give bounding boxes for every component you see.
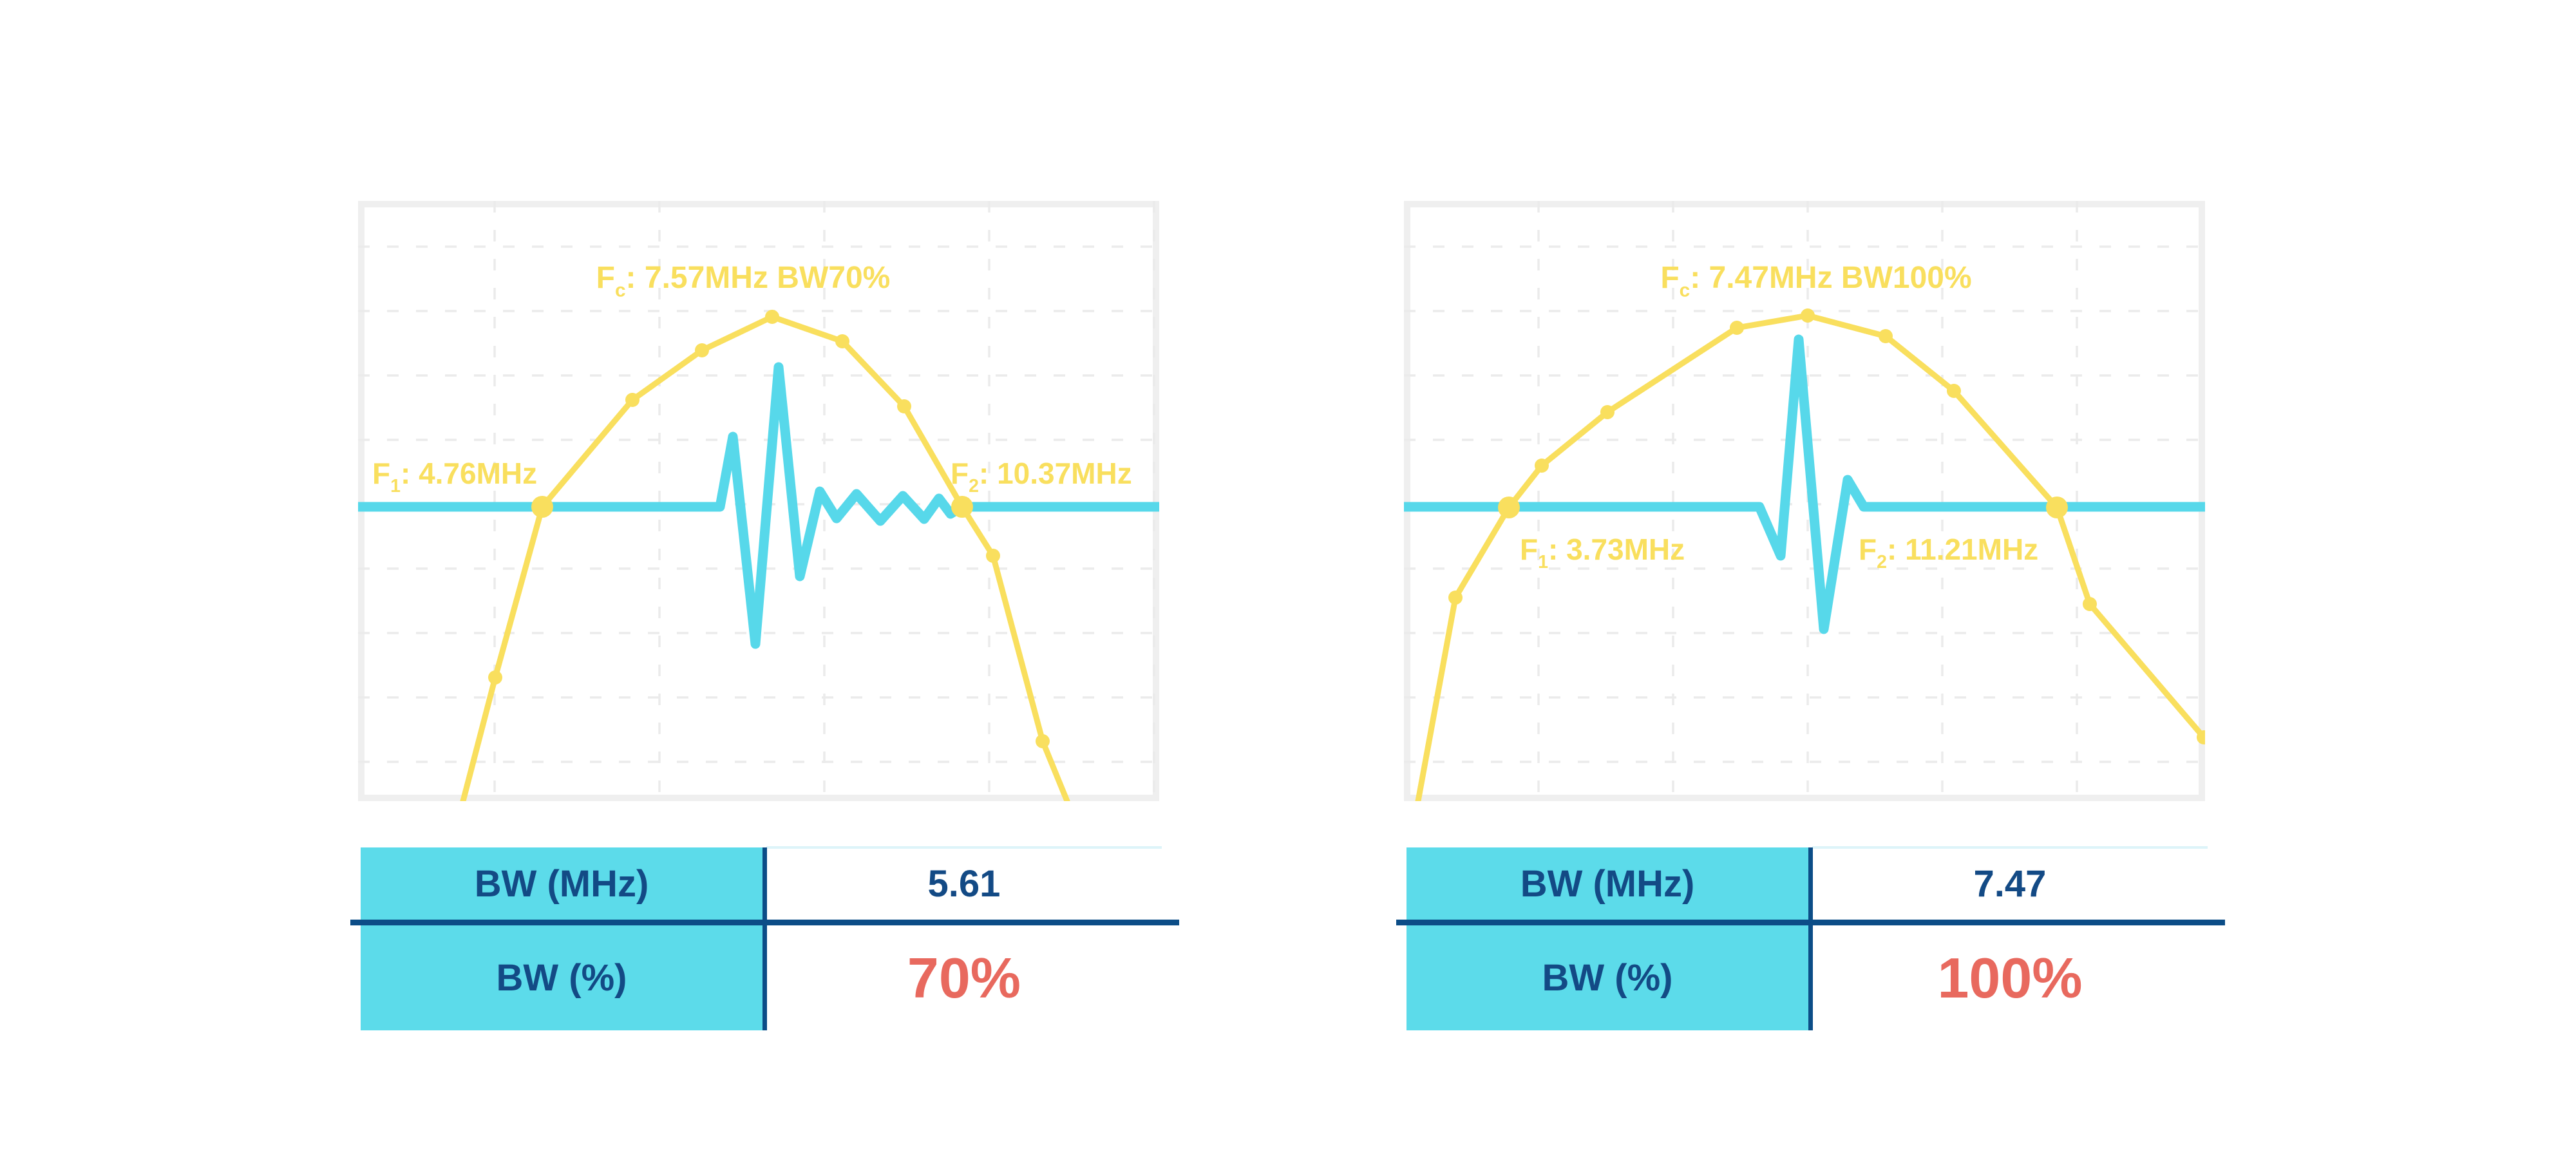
- fc-annotation-f: F: [1660, 261, 1680, 295]
- chart-panel-right: Fc: 7.47MHz BW100% F1: 3.73MHz F2: 11.21…: [1404, 201, 2205, 801]
- table-column-divider: [1808, 847, 1813, 1030]
- fc-annotation-rest: : 7.47MHz BW100%: [1690, 261, 1972, 295]
- fc-annotation-rest: : 7.57MHz BW70%: [625, 261, 891, 295]
- bw-table-right: BW (MHz) 7.47 BW (%) 100%: [1396, 841, 2227, 1034]
- chart-canvas-left: [358, 201, 1159, 801]
- f1-label: F1: 3.73MHz: [1520, 532, 1685, 571]
- f2-label-sub: 2: [1877, 551, 1887, 572]
- bw-pct-value: 100%: [1937, 945, 2083, 1010]
- fc-annotation-sub: c: [615, 279, 626, 301]
- bw-mhz-value: 5.61: [927, 862, 1001, 905]
- f2-label-sub: 2: [969, 475, 979, 497]
- table-row-divider: [350, 920, 1179, 925]
- bw-table-left: BW (MHz) 5.61 BW (%) 70%: [350, 841, 1181, 1034]
- fc-annotation-f: F: [596, 261, 615, 295]
- f1-label-rest: : 4.76MHz: [400, 457, 538, 490]
- f1-label-f: F: [372, 457, 391, 490]
- f2-label-f: F: [951, 457, 969, 490]
- table-row-divider: [1396, 920, 2225, 925]
- table-top-line: [766, 846, 1162, 849]
- bw-pct-label: BW (%): [1542, 957, 1673, 999]
- fc-annotation: Fc: 7.47MHz BW100%: [1416, 260, 2217, 300]
- chart-panel-left: Fc: 7.57MHz BW70% F1: 4.76MHz F2: 10.37M…: [358, 201, 1159, 801]
- f1-label-sub: 1: [1538, 551, 1548, 572]
- bw-pct-value: 70%: [907, 945, 1021, 1010]
- bw-mhz-label: BW (MHz): [474, 862, 649, 905]
- table-header-column: [361, 847, 762, 1030]
- bw-mhz-value: 7.47: [1973, 862, 2047, 905]
- table-column-divider: [762, 847, 767, 1030]
- bw-mhz-label: BW (MHz): [1520, 862, 1695, 905]
- f2-label-rest: : 11.21MHz: [1886, 533, 2039, 566]
- table-header-column: [1406, 847, 1808, 1030]
- chart-canvas-right: [1404, 201, 2205, 801]
- f2-label-f: F: [1859, 533, 1877, 566]
- fc-annotation: Fc: 7.57MHz BW70%: [343, 260, 1144, 300]
- f1-label: F1: 4.76MHz: [372, 456, 538, 495]
- f2-label: F2: 10.37MHz: [951, 456, 1132, 495]
- fc-annotation-sub: c: [1679, 279, 1690, 301]
- f1-label-f: F: [1520, 533, 1539, 566]
- f2-label-rest: : 10.37MHz: [978, 457, 1132, 490]
- f2-label: F2: 11.21MHz: [1859, 532, 2039, 571]
- f1-label-rest: : 3.73MHz: [1548, 533, 1685, 566]
- table-top-line: [1812, 846, 2208, 849]
- bw-pct-label: BW (%): [496, 957, 627, 999]
- f1-label-sub: 1: [390, 475, 401, 497]
